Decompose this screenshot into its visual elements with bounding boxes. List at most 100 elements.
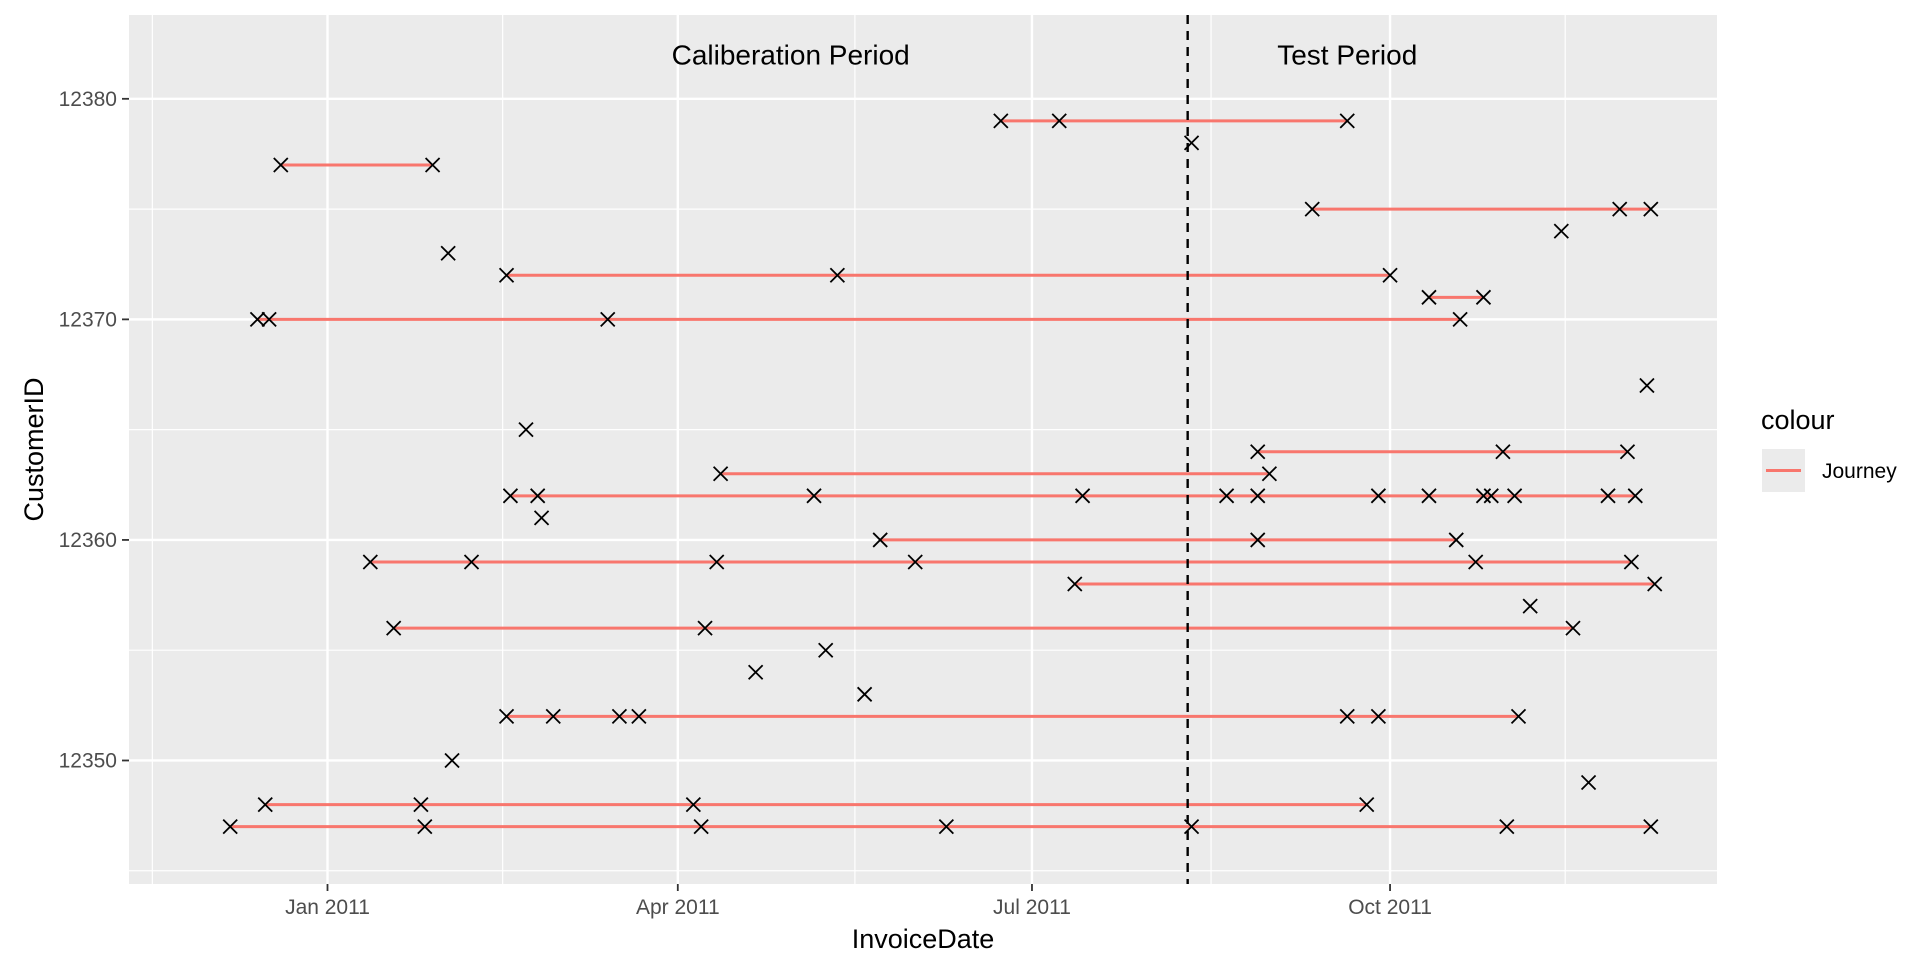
invoice-point-12362 — [1074, 488, 1091, 504]
invoice-point-12358 — [1067, 576, 1083, 592]
invoice-point-12362 — [1483, 488, 1499, 504]
invoice-point-12377 — [273, 157, 289, 173]
invoice-points — [222, 113, 1663, 835]
invoice-point-12348 — [685, 796, 701, 813]
invoice-point-12348 — [257, 796, 273, 813]
x-tick-label: Oct 2011 — [1348, 896, 1432, 919]
invoice-point-12352 — [545, 708, 561, 725]
invoice-point-12372 — [498, 267, 515, 283]
plot-panel — [129, 15, 1717, 884]
invoice-point-12373 — [440, 245, 456, 261]
invoice-point-12362 — [502, 488, 519, 504]
invoice-point-12361 — [533, 510, 550, 526]
invoice-point-12364 — [1619, 444, 1636, 460]
legend-title: colour — [1761, 405, 1835, 435]
invoice-point-12352 — [1339, 708, 1355, 725]
invoice-point-12359 — [463, 554, 480, 570]
legend-label-journey: Journey — [1822, 460, 1897, 483]
invoice-point-12350 — [444, 752, 460, 769]
invoice-point-12375 — [1643, 201, 1659, 217]
invoice-point-12362 — [1421, 488, 1437, 504]
invoice-point-12364 — [1495, 444, 1511, 460]
invoice-point-12354 — [748, 664, 764, 680]
invoice-point-12347 — [693, 819, 709, 835]
invoice-point-12379 — [1051, 113, 1067, 129]
invoice-point-12374 — [1553, 223, 1569, 239]
invoice-point-12364 — [1250, 444, 1266, 460]
invoice-point-12347 — [222, 819, 238, 835]
invoice-point-12355 — [818, 642, 834, 658]
y-axis: 12350 12360 12370 12380 — [59, 88, 129, 772]
x-axis: Jan 2011 Apr 2011 Jul 2011 Oct 2011 — [285, 884, 1432, 919]
invoice-point-12356 — [386, 620, 402, 636]
invoice-point-12352 — [498, 708, 515, 725]
invoice-point-12362 — [1250, 488, 1266, 504]
invoice-point-12362 — [1600, 488, 1616, 504]
invoice-point-12372 — [1382, 267, 1398, 283]
invoice-point-12372 — [829, 267, 846, 283]
invoice-point-12379 — [1339, 113, 1355, 129]
invoice-point-12352 — [1370, 708, 1387, 725]
invoice-point-12362 — [806, 488, 822, 504]
y-tick-label: 12360 — [59, 529, 117, 552]
invoice-point-12359 — [1468, 554, 1484, 570]
invoice-point-12356 — [1565, 620, 1581, 636]
x-axis-title: InvoiceDate — [852, 924, 995, 954]
test-period-label: Test Period — [1277, 40, 1417, 71]
invoice-point-12362 — [530, 488, 546, 504]
x-tick-label: Jan 2011 — [285, 896, 370, 919]
invoice-point-12359 — [362, 554, 378, 570]
invoice-point-12362 — [1475, 488, 1492, 504]
x-tick-label: Jul 2011 — [993, 896, 1071, 919]
invoice-point-12348 — [413, 796, 429, 813]
invoice-point-12352 — [1510, 708, 1527, 725]
y-tick-label: 12380 — [59, 88, 117, 111]
y-tick-label: 12350 — [59, 749, 117, 772]
invoice-point-12370 — [1452, 311, 1468, 328]
invoice-point-12352 — [631, 708, 647, 725]
invoice-point-12363 — [712, 466, 729, 482]
invoice-point-12347 — [1643, 819, 1659, 835]
invoice-point-12347 — [1499, 819, 1515, 835]
invoice-point-12353 — [856, 686, 873, 702]
y-tick-label: 12370 — [59, 308, 117, 331]
invoice-point-12379 — [993, 113, 1009, 129]
invoice-point-12362 — [1370, 488, 1387, 504]
invoice-point-12377 — [424, 157, 441, 173]
invoice-point-12362 — [1506, 488, 1523, 504]
invoice-point-12359 — [709, 554, 725, 570]
y-axis-title: CustomerID — [19, 377, 49, 521]
legend: colour Journey — [1761, 405, 1897, 492]
invoice-point-12371 — [1475, 289, 1492, 305]
invoice-point-12357 — [1522, 598, 1538, 614]
invoice-point-12362 — [1218, 488, 1235, 504]
invoice-point-12358 — [1647, 576, 1663, 592]
invoice-point-12370 — [249, 311, 266, 328]
invoice-point-12360 — [1250, 532, 1266, 548]
invoice-point-12360 — [1448, 532, 1464, 548]
invoice-point-12375 — [1612, 201, 1628, 217]
invoice-point-12347 — [1183, 819, 1200, 835]
invoice-point-12378 — [1183, 135, 1200, 151]
invoice-point-12371 — [1421, 289, 1437, 305]
invoice-point-12359 — [907, 554, 923, 570]
x-tick-label: Apr 2011 — [636, 896, 720, 919]
invoice-point-12360 — [872, 532, 888, 548]
invoice-point-12370 — [261, 311, 277, 328]
invoice-point-12347 — [938, 819, 954, 835]
invoice-point-12365 — [518, 422, 534, 438]
invoice-point-12367 — [1639, 377, 1655, 394]
invoice-point-12359 — [1623, 554, 1640, 570]
invoice-point-12375 — [1304, 201, 1320, 217]
invoice-point-12352 — [611, 708, 628, 725]
invoice-point-12362 — [1627, 488, 1643, 504]
invoice-point-12370 — [600, 311, 616, 328]
invoice-point-12348 — [1359, 796, 1375, 813]
invoice-point-12347 — [417, 819, 433, 835]
invoice-point-12349 — [1580, 774, 1597, 791]
invoice-point-12356 — [697, 620, 713, 636]
calibration-period-label: Caliberation Period — [672, 40, 910, 71]
invoice-point-12363 — [1261, 466, 1278, 482]
journey-lines — [230, 119, 1655, 829]
